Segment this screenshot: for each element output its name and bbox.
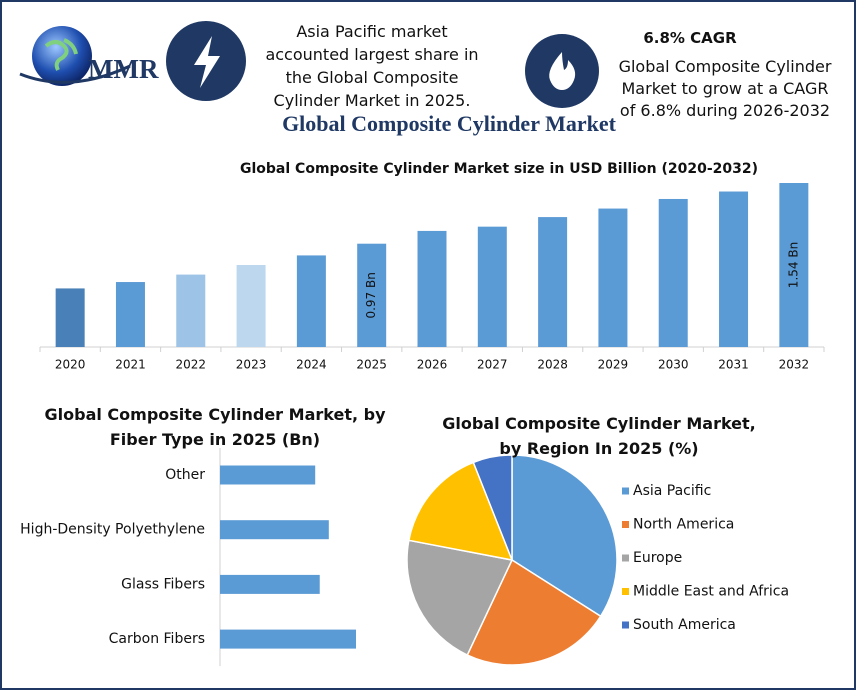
bolt-icon <box>194 36 220 88</box>
legend-swatch <box>622 521 629 528</box>
bar <box>598 208 628 347</box>
legend-label: Asia Pacific <box>633 483 711 499</box>
x-tick-label: 2025 <box>356 358 387 372</box>
pie-slice <box>472 454 513 561</box>
pie-slice <box>407 461 514 561</box>
cagr-text: Global Composite Cylinder Market to grow… <box>618 57 832 120</box>
legend-swatch <box>622 554 629 562</box>
pie-slice <box>406 539 514 657</box>
bar <box>115 282 145 347</box>
bar <box>55 288 85 347</box>
bar <box>779 183 809 347</box>
x-tick-label: 2029 <box>598 358 629 372</box>
y-tick-label: Carbon Fibers <box>109 631 205 647</box>
pie-slice <box>466 558 602 666</box>
chart-title: Global Composite Cylinder Market size in… <box>240 161 758 177</box>
bar <box>236 265 266 347</box>
logo: MMR <box>19 26 159 86</box>
main-title: Global Composite Cylinder Market <box>282 111 617 136</box>
logo-land <box>44 38 78 71</box>
flame-icon <box>549 52 576 90</box>
value-label: 0.97 Bn <box>364 272 378 318</box>
legend-label: South America <box>633 617 736 633</box>
bar <box>719 191 749 347</box>
legend-swatch <box>622 487 629 495</box>
bar <box>658 198 688 347</box>
legend-swatch <box>622 621 629 629</box>
y-tick-label: Glass Fibers <box>121 576 205 592</box>
x-tick-label: 2021 <box>115 358 146 372</box>
bar <box>176 274 206 347</box>
legend-label: Europe <box>633 550 682 566</box>
x-tick-label: 2028 <box>537 358 568 372</box>
x-tick-label: 2024 <box>296 358 327 372</box>
bar <box>477 226 507 347</box>
x-tick-label: 2022 <box>175 358 206 372</box>
x-tick-label: 2030 <box>658 358 689 372</box>
x-tick-label: 2026 <box>417 358 448 372</box>
insight-text: Asia Pacific market accounted largest sh… <box>265 22 479 110</box>
legend-label: Middle East and Africa <box>633 584 789 600</box>
bar <box>296 255 326 347</box>
x-tick-label: 2027 <box>477 358 508 372</box>
x-tick-label: 2031 <box>718 358 749 372</box>
cagr-title: 6.8% CAGR <box>643 29 737 47</box>
x-tick-label: 2020 <box>55 358 86 372</box>
x-tick-label: 2023 <box>236 358 267 372</box>
logo-swoosh <box>19 64 131 84</box>
legend-swatch <box>622 588 629 595</box>
y-tick-label: High-Density Polyethylene <box>20 522 205 538</box>
bar <box>357 243 387 347</box>
chart-title: Global Composite Cylinder Market, by Reg… <box>442 414 756 458</box>
legend-label: North America <box>633 517 734 533</box>
bar <box>220 520 329 540</box>
bar <box>417 230 447 347</box>
value-label: 1.54 Bn <box>786 242 800 288</box>
bar <box>220 629 356 649</box>
bar <box>220 574 320 594</box>
chart-title: Global Composite Cylinder Market, by Fib… <box>44 405 386 449</box>
bar <box>220 465 316 485</box>
logo-text: MMR <box>88 54 159 84</box>
bar <box>538 217 568 347</box>
y-tick-label: Other <box>165 467 205 483</box>
x-tick-label: 2032 <box>779 358 810 372</box>
